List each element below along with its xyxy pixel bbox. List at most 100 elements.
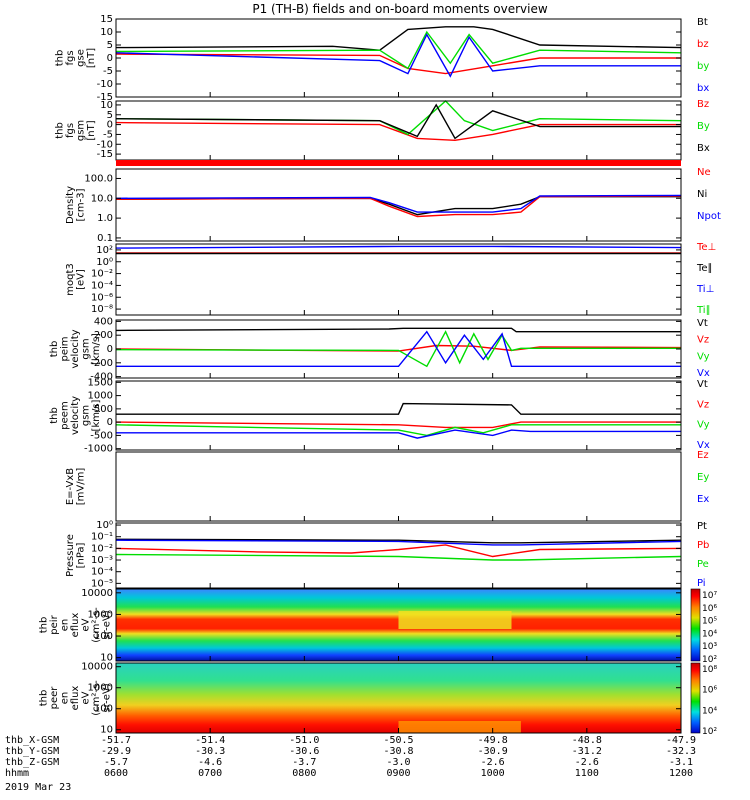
legend-entry-Pb: Pb xyxy=(697,540,709,551)
time-axis-value: 0700 xyxy=(198,768,222,779)
date-label: 2019 Mar 23 xyxy=(5,782,71,793)
y-tick-label: 1500 xyxy=(88,377,113,388)
y-axis-label-line: thb xyxy=(39,690,50,707)
fgs-gsm-y-axis-label: thb fgs gsm [nT] xyxy=(54,120,97,141)
status-bar xyxy=(116,160,681,166)
y-axis-label-line: gsm xyxy=(75,120,86,141)
y-tick-label: -5 xyxy=(103,129,113,140)
legend-entry-Pe: Pe xyxy=(697,559,709,570)
y-tick-label: 1000 xyxy=(88,609,113,620)
y-axis-label-line: thb xyxy=(39,617,50,634)
chart-title: P1 (TH-B) fields and on-board moments ov… xyxy=(252,2,548,16)
legend-entry-Vy: Vy xyxy=(697,351,710,362)
time-axis-value: -51.0 xyxy=(289,735,319,746)
y-axis-label-line: gsm xyxy=(81,405,92,426)
peir-eflux-y-axis-label: thb peir en eflux eV (cm²-s-sr-eV) xyxy=(39,607,113,643)
colorbar-tick-label: 10² xyxy=(702,655,717,665)
y-tick-label: 5 xyxy=(107,40,113,51)
legend-entry-Vx: Vx xyxy=(697,368,710,379)
legend-entry-Ex: Ex xyxy=(697,494,709,505)
y-tick-label: 0 xyxy=(107,53,113,64)
fgs-gsm-series-Bx xyxy=(115,103,681,140)
time-axis-value: -3.1 xyxy=(669,757,693,768)
pressure-series-Pe xyxy=(115,553,682,561)
peim-velocity-y-axis-label: thb peim velocity gsm [km/s] xyxy=(49,329,102,368)
y-tick-label: 1.0 xyxy=(97,213,113,224)
legend-entry-bz: bz xyxy=(697,39,709,50)
peem-velocity-panel: 1500 1000 500 0 -500 -1000 thb peem velocity gsm[… xyxy=(49,377,710,454)
y-axis-label-line: fgs xyxy=(65,123,76,138)
legend-entry-Vx: Vx xyxy=(697,440,710,451)
y-tick-label: 10⁻² xyxy=(91,543,113,554)
y-tick-label: 10⁻⁴ xyxy=(91,280,113,291)
time-axis-value: -30.3 xyxy=(195,746,225,757)
peem-velocity-series-Vy xyxy=(115,424,681,437)
y-axis-label-line: eflux xyxy=(70,613,81,638)
y-axis-label-line: thb xyxy=(54,50,65,67)
peer-eflux-panel: 10⁸ 10⁶ 10⁴ 10² 10000 1000 100 10 thb peer en eflux… xyxy=(39,662,718,737)
time-axis-value: -50.5 xyxy=(383,735,413,746)
y-axis-label-line: velocity xyxy=(70,329,81,368)
peer-sheath-feature xyxy=(398,721,521,733)
y-tick-label: -1000 xyxy=(84,444,113,455)
pressure-series-Pt xyxy=(115,538,682,544)
peem-velocity-series-Vt xyxy=(116,402,681,415)
y-axis-label-line: en xyxy=(60,692,71,705)
y-tick-label: 0 xyxy=(107,417,113,428)
colorbar-tick-label: 10⁷ xyxy=(702,591,717,601)
fgs-gsm-series-By xyxy=(115,100,682,136)
legend-entry-Ni: Ni xyxy=(697,189,707,200)
y-tick-label: 100.0 xyxy=(84,173,113,184)
y-axis-label-line: peem xyxy=(60,401,71,429)
time-axis-value: -51.4 xyxy=(195,735,225,746)
y-tick-label: 0.1 xyxy=(97,233,113,244)
colorbar-tick-label: 10⁴ xyxy=(702,629,717,639)
density-frame xyxy=(115,168,682,242)
y-axis-label-line: eflux xyxy=(70,686,81,711)
fgs-gse-series-Bt xyxy=(115,26,682,51)
colorbar-tick-label: 10⁶ xyxy=(702,686,717,696)
colorbar-tick-label: 10⁶ xyxy=(702,604,717,614)
y-tick-label: -500 xyxy=(90,430,113,441)
y-tick-label: 10⁰ xyxy=(96,520,113,531)
peir-eflux-colorbar xyxy=(690,588,701,662)
peem-velocity-frame xyxy=(115,380,682,451)
y-axis-label-line: [km/s] xyxy=(91,399,102,431)
y-axis-label-line: [mV/m] xyxy=(75,468,86,506)
peim-velocity-series-Vy xyxy=(115,330,681,368)
efield-frame xyxy=(115,451,682,522)
y-axis-label-line: moqt3 xyxy=(65,263,76,296)
time-axis-value: -2.6 xyxy=(481,757,505,768)
y-tick-label: 10² xyxy=(96,245,113,256)
time-axis-value: -47.9 xyxy=(666,735,696,746)
row-label-hhmm: hhmm xyxy=(5,768,29,779)
y-tick-label: 15 xyxy=(100,14,113,25)
y-tick-label: -200 xyxy=(90,358,113,369)
time-axis-value: 0600 xyxy=(104,768,128,779)
y-tick-label: 10 xyxy=(100,100,113,111)
y-axis-label-line: peir xyxy=(49,614,60,634)
fgs-gse-panel: 15 10 5 0 -5 -10 -15 thb fgs gse [nT] Bt bz by bx xyxy=(54,14,709,103)
y-axis-label-line: velocity xyxy=(70,396,81,435)
y-axis-label-line: fgs xyxy=(65,50,76,65)
peem-velocity-series-Vz xyxy=(115,421,681,429)
y-tick-label: 10.0 xyxy=(91,193,113,204)
time-axis-value: -4.6 xyxy=(198,757,222,768)
y-tick-label: -5 xyxy=(103,66,113,77)
y-axis-label-line: eV xyxy=(81,691,92,704)
y-tick-label: 500 xyxy=(94,404,113,415)
y-axis-label-line: [eV] xyxy=(75,269,86,290)
legend-entry-By: By xyxy=(697,121,710,132)
y-tick-label: -10 xyxy=(97,139,113,150)
legend-entry-Bx: Bx xyxy=(697,143,710,154)
legend-entry-Vz: Vz xyxy=(697,399,709,410)
legend-entry-Pi: Pi xyxy=(697,578,706,589)
legend-entry-by: by xyxy=(697,61,709,72)
y-tick-label: 1000 xyxy=(88,391,113,402)
y-axis-label-line: [nT] xyxy=(86,48,97,68)
time-axis-value: -31.2 xyxy=(572,746,602,757)
temperature-series-Ti⊥ xyxy=(115,245,682,249)
